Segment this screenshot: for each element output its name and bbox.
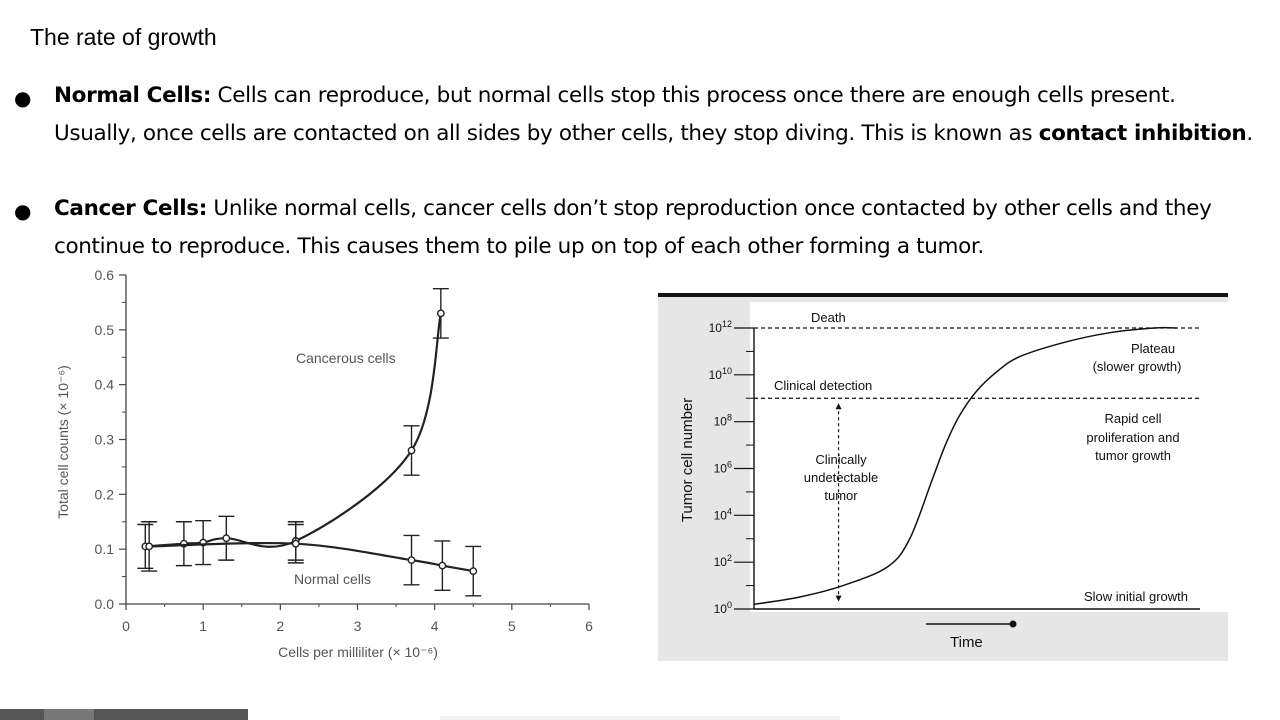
normal-cells-label: Normal Cells: bbox=[54, 83, 212, 108]
rapid-label-3: tumor growth bbox=[1095, 448, 1171, 463]
chart2-y-tick-label: 1012 bbox=[709, 319, 732, 335]
chart1-x-tick-label: 5 bbox=[508, 618, 516, 634]
contact-inhibition-term: contact inhibition bbox=[1038, 121, 1247, 146]
chart2-y-tick-label: 102 bbox=[714, 553, 732, 569]
chart1-ylabel: Total cell counts (× 10⁻⁶) bbox=[55, 365, 71, 519]
chart2-xlabel: Time bbox=[950, 634, 983, 651]
chart1-data-point-normal bbox=[145, 542, 154, 551]
cancer-cells-label: Cancer Cells: bbox=[54, 196, 207, 221]
cancer-cells-line1: Unlike normal cells, cancer cells don’t … bbox=[206, 196, 1212, 221]
plateau-label-2: (slower growth) bbox=[1093, 359, 1182, 374]
bullet-dot-cancer: ● bbox=[14, 199, 32, 223]
chart1-y-tick-label: 0.2 bbox=[95, 486, 115, 502]
chart1-data-point-normal bbox=[438, 561, 447, 570]
chart1-series-line-normal bbox=[149, 541, 474, 573]
time-arrow-head bbox=[1009, 620, 1017, 628]
chart2-ylabel: Tumor cell number bbox=[679, 398, 696, 522]
chart1-y-tick-label: 0.3 bbox=[95, 432, 115, 448]
chart1-data-point-cancerous bbox=[436, 309, 445, 318]
cancer-cells-line2: continue to reproduce. This causes them … bbox=[54, 234, 984, 259]
undetectable-arrowhead-up bbox=[835, 403, 842, 410]
chart1-x-tick-label: 3 bbox=[354, 618, 362, 634]
chart1-data-point-cancerous bbox=[222, 534, 231, 543]
undetectable-label-3: tumor bbox=[824, 488, 858, 503]
chart1-data-point-normal bbox=[469, 567, 478, 575]
rapid-label-1: Rapid cell bbox=[1104, 411, 1161, 426]
chart1-y-tick-label: 0.4 bbox=[95, 377, 115, 393]
tumor-plot-area bbox=[750, 302, 1228, 612]
chart1-y-tick-label: 0.1 bbox=[95, 541, 115, 557]
tumor-panel-top-rule bbox=[658, 293, 1228, 297]
tumor-growth-chart: Tumor cell number Time Death Clinical de… bbox=[679, 302, 1228, 651]
footer-faint-bar bbox=[440, 716, 840, 720]
undetectable-label-1: Clinically bbox=[815, 452, 867, 467]
chart1-y-tick-label: 0.5 bbox=[95, 322, 115, 338]
cancer-cells-paragraph: Cancer Cells: Unlike normal cells, cance… bbox=[54, 190, 1278, 266]
chart1-x-tick-label: 2 bbox=[276, 618, 284, 634]
chart1-x-tick-label: 1 bbox=[199, 618, 207, 634]
normal-cells-paragraph: Normal Cells: Cells can reproduce, but n… bbox=[54, 77, 1278, 153]
undetectable-label-2: undetectable bbox=[804, 470, 878, 485]
normal-cells-line1: Cells can reproduce, but normal cells st… bbox=[211, 83, 1176, 108]
chart1-data-point-cancerous bbox=[407, 446, 416, 455]
clinical-detection-label: Clinical detection bbox=[774, 378, 872, 393]
bullet-dot-normal: ● bbox=[14, 86, 32, 110]
chart1-xlabel: Cells per milliliter (× 10⁻⁶) bbox=[278, 644, 438, 660]
chart1-series-label-cancerous: Cancerous cells bbox=[296, 350, 396, 366]
chart1-data-point-normal bbox=[407, 556, 416, 565]
chart1-data-point-normal bbox=[291, 539, 300, 548]
chart1-series-label-normal: Normal cells bbox=[294, 571, 371, 587]
chart2-y-tick-label: 1010 bbox=[709, 366, 732, 382]
chart1-y-tick-label: 0.0 bbox=[95, 596, 115, 612]
chart1-series-line-cancerous bbox=[145, 313, 442, 548]
footer-bar-mid bbox=[44, 709, 94, 720]
chart1-x-tick-label: 6 bbox=[585, 618, 593, 634]
footer-bar-dark bbox=[0, 709, 44, 720]
chart1-y-tick-label: 0.6 bbox=[95, 267, 115, 283]
chart2-y-tick-label: 100 bbox=[714, 600, 732, 616]
chart1-x-tick-label: 4 bbox=[431, 618, 439, 634]
slide-title: The rate of growth bbox=[30, 24, 217, 50]
chart2-y-tick-label: 104 bbox=[714, 506, 732, 522]
rapid-label-2: proliferation and bbox=[1086, 430, 1179, 445]
chart2-y-tick-label: 106 bbox=[714, 460, 732, 476]
normal-cells-period: . bbox=[1246, 121, 1253, 146]
footer-bar-right bbox=[94, 709, 248, 720]
death-label: Death bbox=[811, 310, 846, 325]
chart2-y-tick-label: 108 bbox=[714, 413, 732, 429]
normal-cells-line2: Usually, once cells are contacted on all… bbox=[54, 121, 1039, 146]
cell-count-chart: Total cell counts (× 10⁻⁶) Cells per mil… bbox=[55, 267, 593, 660]
plateau-label-1: Plateau bbox=[1131, 341, 1175, 356]
chart1-x-tick-label: 0 bbox=[122, 618, 130, 634]
slow-growth-label: Slow initial growth bbox=[1084, 589, 1188, 604]
tumor-growth-curve bbox=[753, 326, 1177, 606]
undetectable-arrowhead-down bbox=[835, 595, 842, 602]
